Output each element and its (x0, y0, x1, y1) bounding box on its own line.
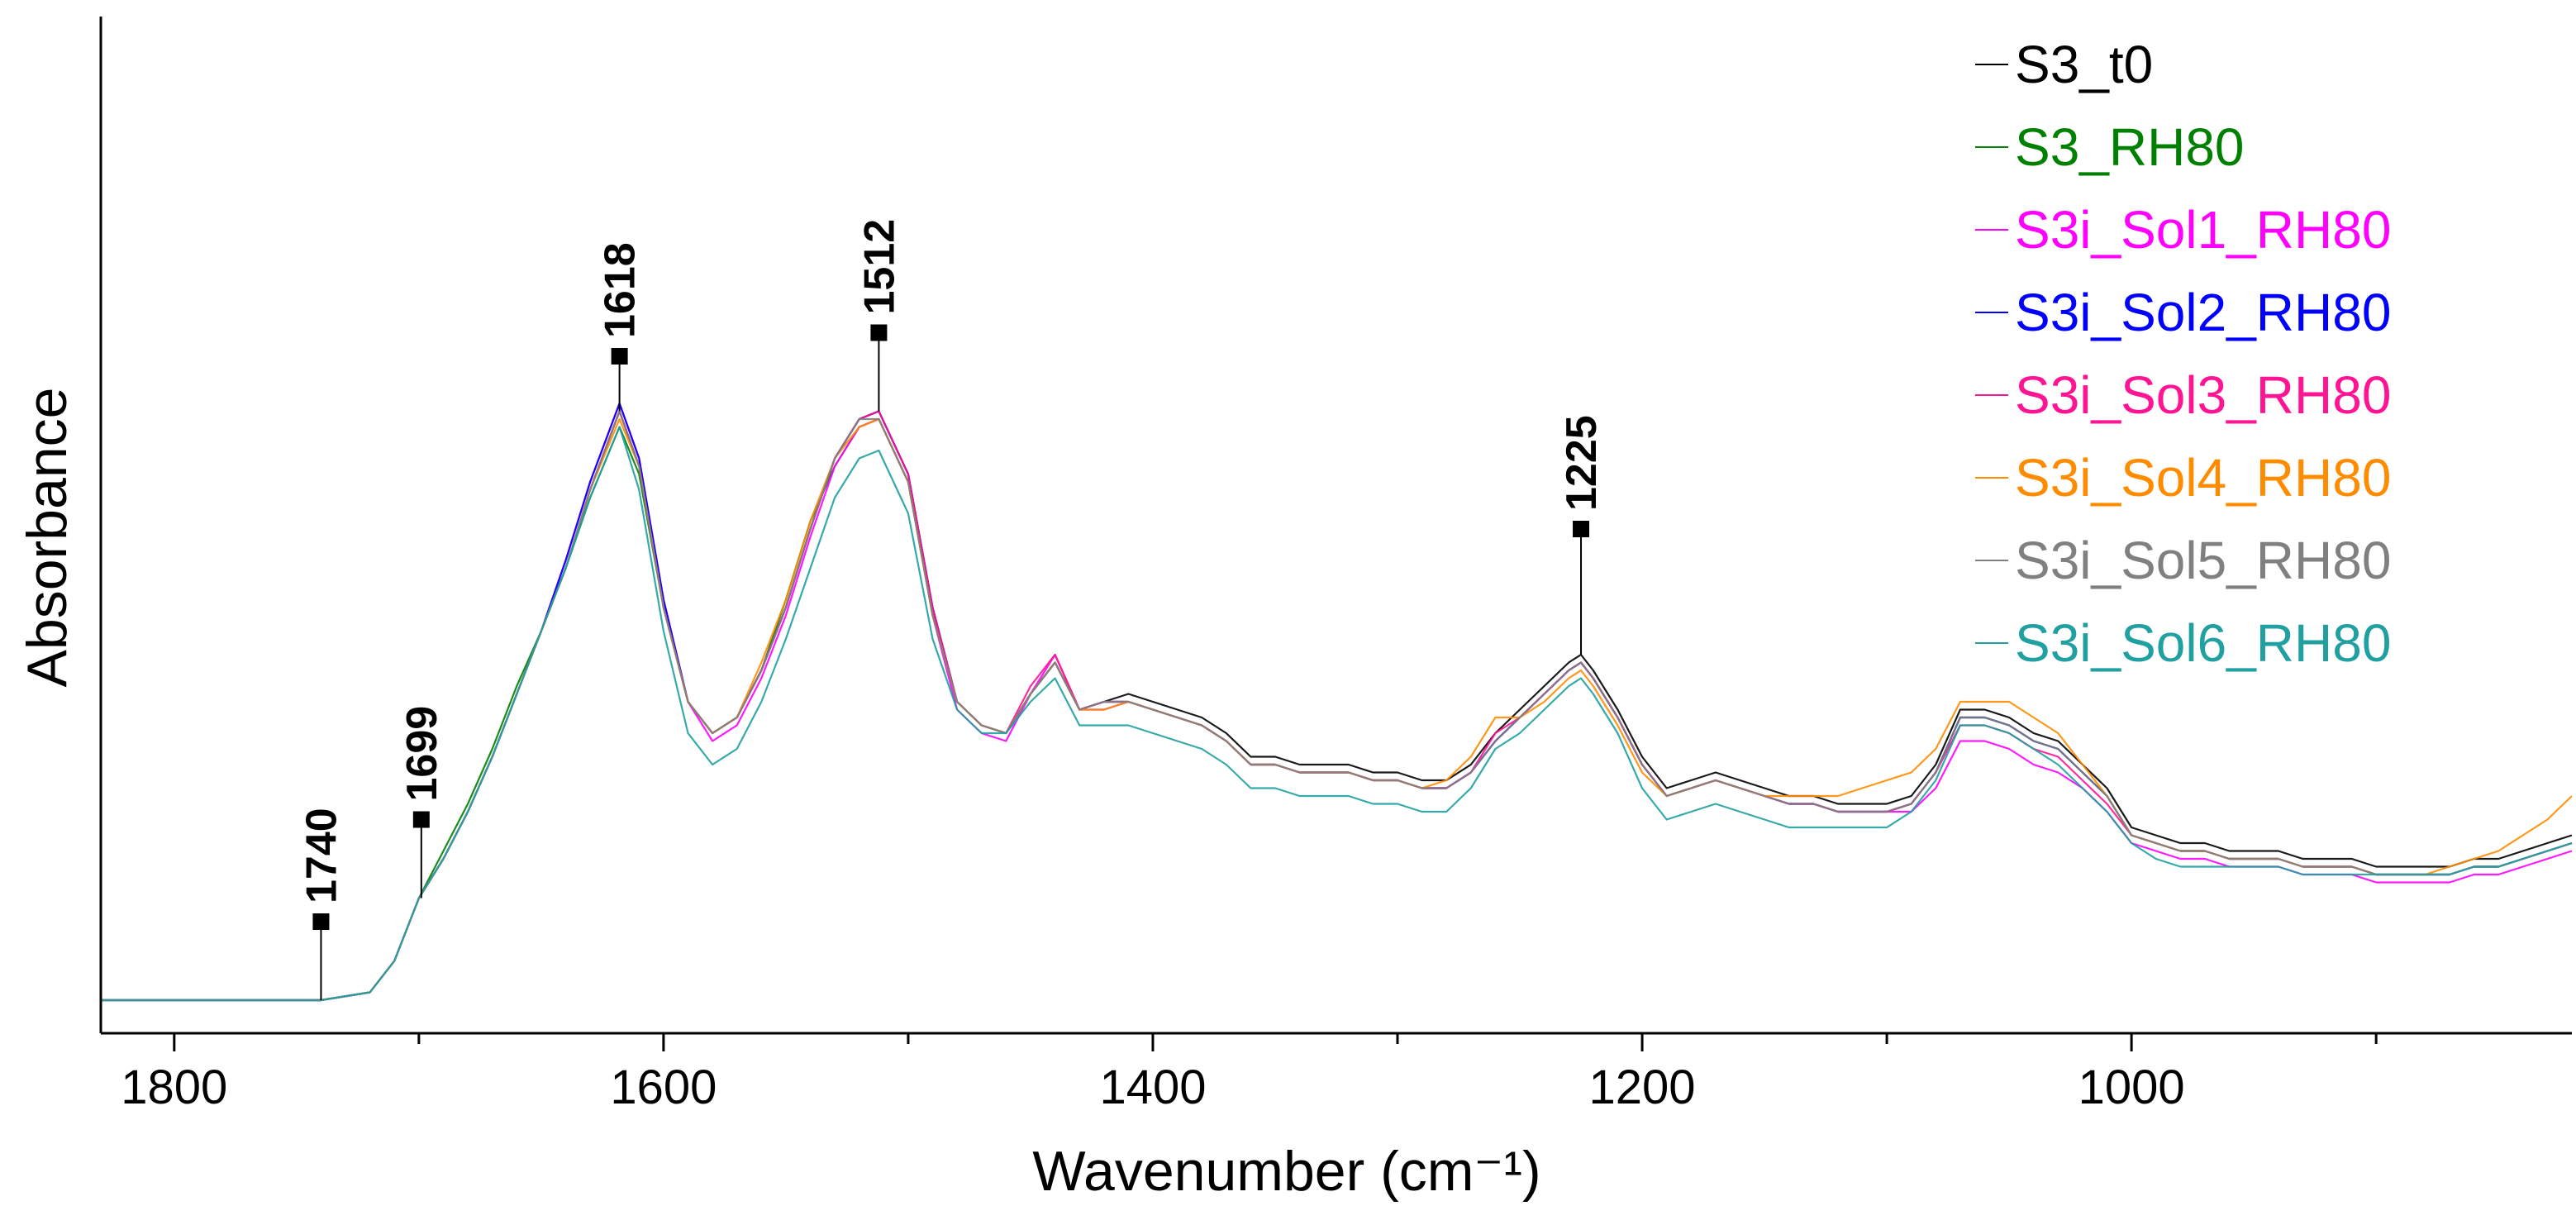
x-axis-title: Wavenumber (cm⁻¹) (1032, 1140, 1540, 1203)
legend-label-s3i-sol1-rh80: S3i_Sol1_RH80 (2015, 200, 2391, 260)
legend-label-s3i-sol2-rh80: S3i_Sol2_RH80 (2015, 283, 2391, 342)
peak-annotations: 1740 1699 1618 1512 1225 (298, 219, 1606, 1000)
legend-label-s3-rh80: S3_RH80 (2015, 117, 2245, 177)
x-tick-label-1600: 1600 (610, 1061, 717, 1114)
x-tick-label-1000: 1000 (2078, 1061, 2185, 1114)
legend-label-s3i-sol3-rh80: S3i_Sol3_RH80 (2015, 365, 2391, 425)
peak-marker-1512 (870, 324, 888, 341)
peak-label-1618: 1618 (597, 242, 645, 338)
peak-label-1225: 1225 (1558, 415, 1606, 511)
peak-marker-1618 (611, 348, 628, 365)
series-line-s3i-sol6-rh80 (101, 426, 2573, 1002)
peak-label-1512: 1512 (855, 219, 903, 315)
peak-marker-1225 (1573, 521, 1590, 537)
legend-label-s3-t0: S3_t0 (2015, 35, 2153, 94)
legend: S3_t0 S3_RH80 S3i_Sol1_RH80 S3i_Sol2_RH80 S3… (1975, 35, 2391, 673)
x-tick-label-1800: 1800 (121, 1061, 227, 1114)
legend-label-s3i-sol5-rh80: S3i_Sol5_RH80 (2015, 531, 2391, 590)
legend-label-s3i-sol4-rh80: S3i_Sol4_RH80 (2015, 448, 2391, 508)
series-line-s3i-sol5-rh80 (101, 410, 2573, 1002)
x-tick-label-1200: 1200 (1589, 1061, 1696, 1114)
legend-label-s3i-sol6-rh80: S3i_Sol6_RH80 (2015, 613, 2391, 673)
x-tick-label-1400: 1400 (1099, 1061, 1206, 1114)
series-layer (101, 402, 2573, 1002)
peak-marker-1699 (412, 811, 430, 828)
peak-label-1740: 1740 (298, 808, 345, 903)
peak-label-1699: 1699 (398, 706, 446, 802)
y-axis-title: Absorbance (16, 388, 79, 688)
peak-marker-1740 (312, 913, 330, 930)
axes: 1800 1600 1400 1200 1000 Wavenumber (cm⁻¹) Abs… (16, 17, 2572, 1203)
